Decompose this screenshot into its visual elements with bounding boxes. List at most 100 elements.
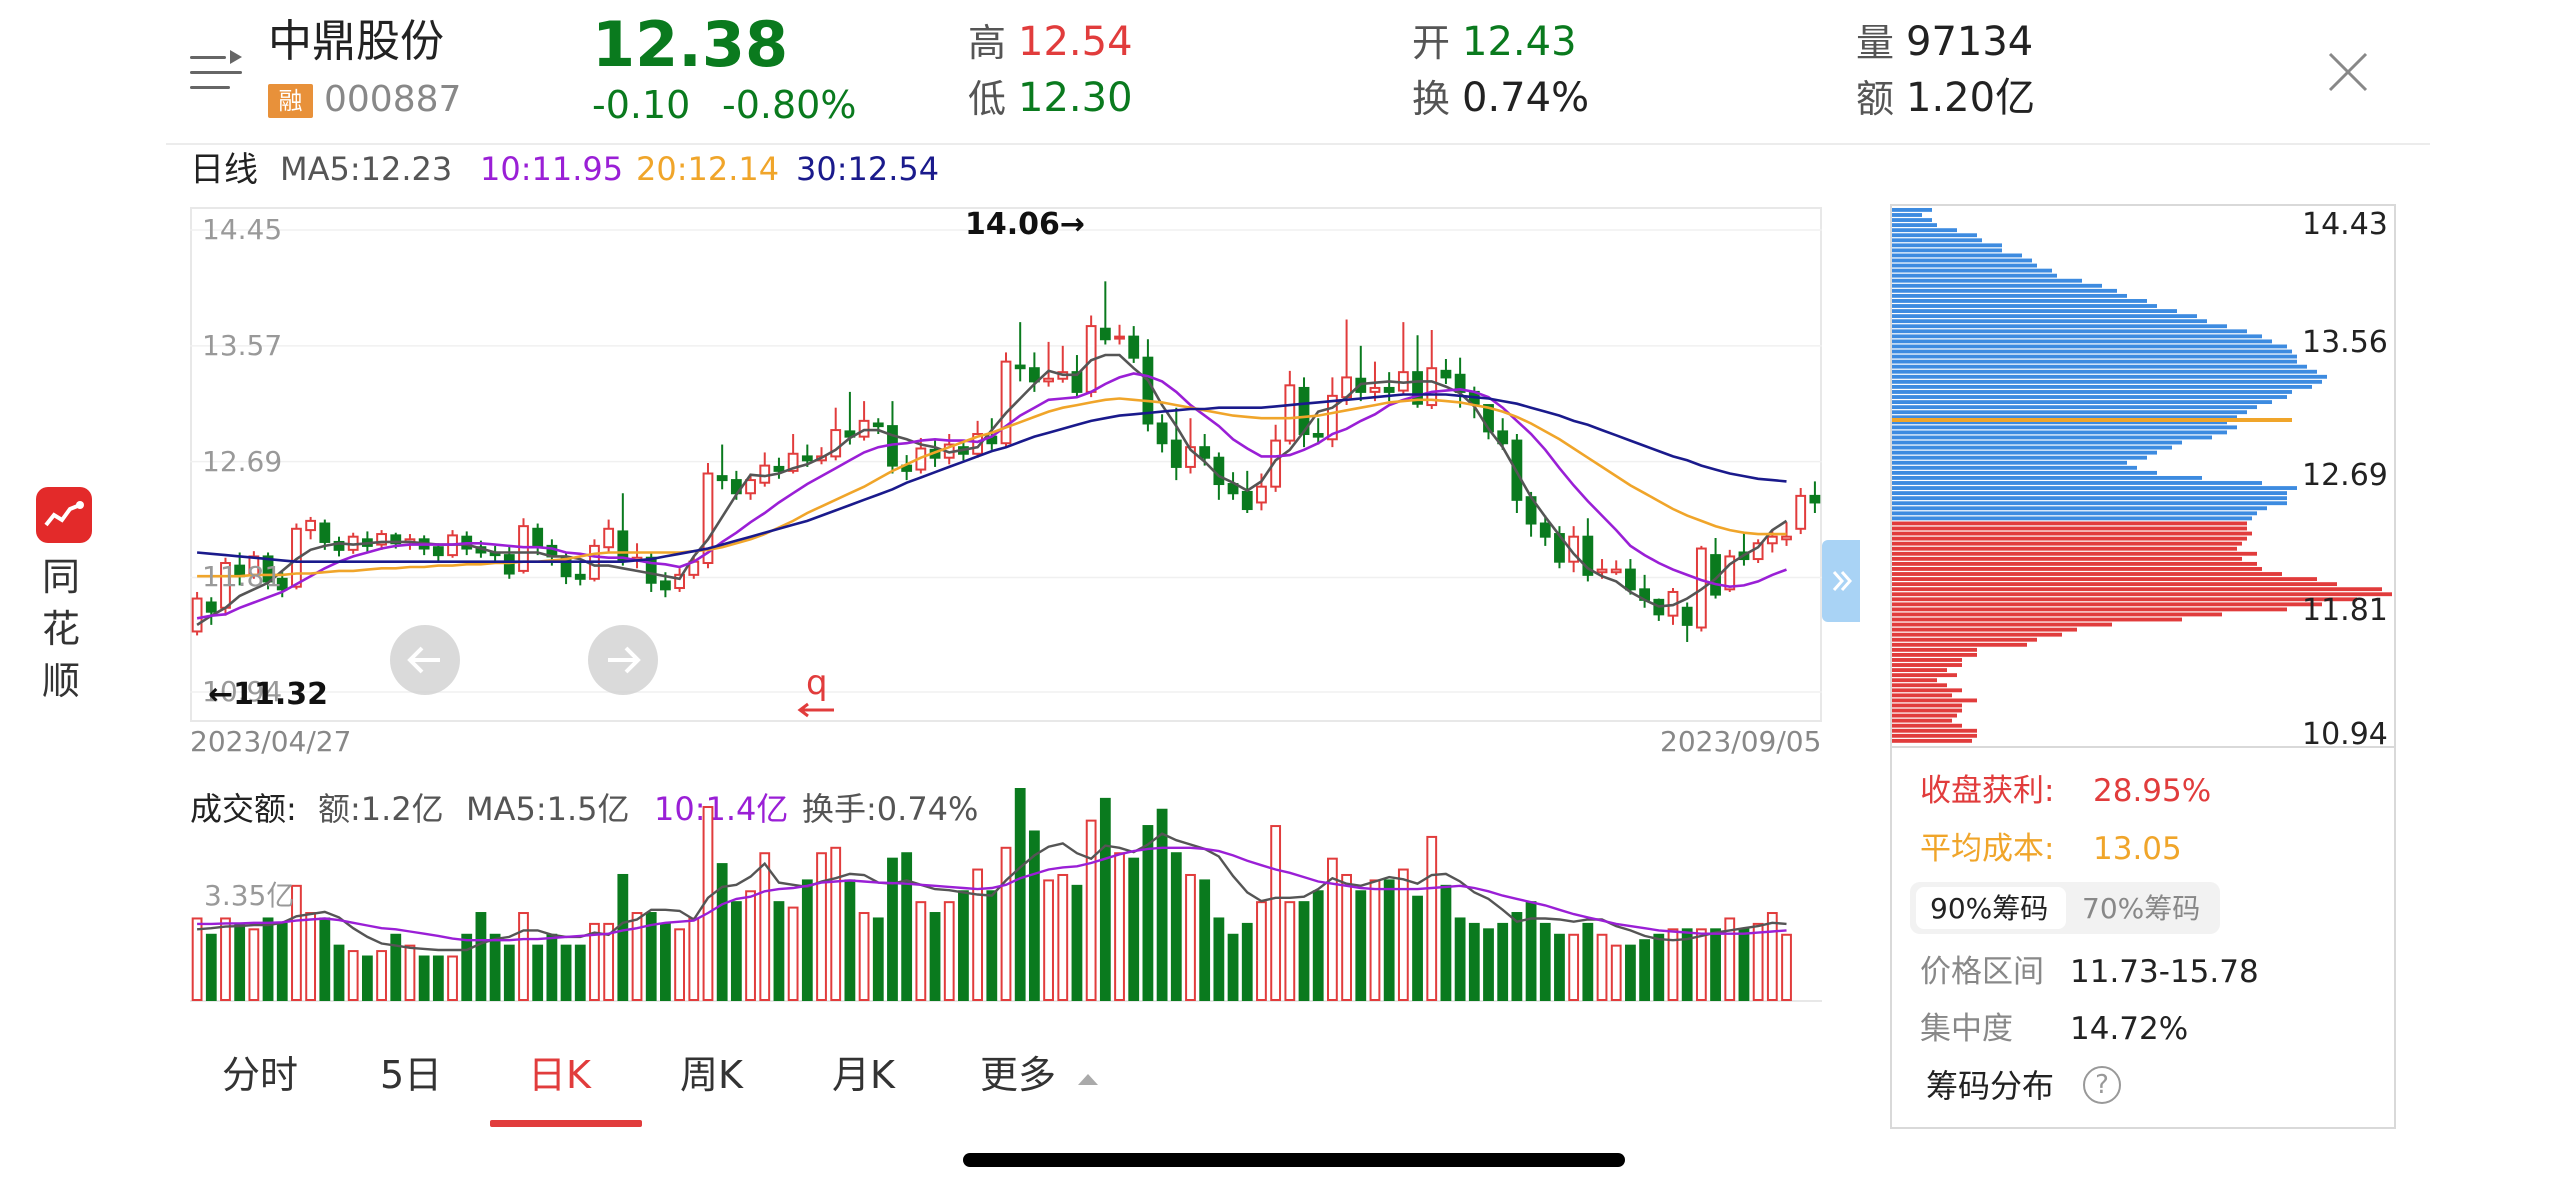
candle-body [1766,535,1778,545]
kline-chart[interactable] [190,207,1822,722]
volume-bar [1284,901,1296,1001]
menu-icon[interactable] [190,50,242,96]
candle-body [1028,367,1040,383]
chip-bar [1892,526,2247,531]
chip-bar [1892,556,2242,561]
chip-footer-label: 筹码分布 [1926,1067,2055,1105]
chip-bar [1892,329,2247,334]
chip-bar [1892,698,1977,703]
tab-4[interactable]: 月K [832,1053,895,1097]
chip-bar [1892,567,2262,571]
volume-bar [1468,922,1480,1001]
volume-bar [262,917,274,1001]
chip-bar [1892,213,1922,217]
chip-bar [1892,592,2392,597]
event-marker[interactable]: q [806,663,828,703]
chip-bar [1892,627,2077,632]
volume-bar [773,901,785,1001]
tab-1[interactable]: 5日 [380,1053,443,1097]
candle-body [702,472,714,565]
home-indicator[interactable] [963,1153,1625,1167]
candle-body [276,577,288,591]
volume-bar [1014,788,1026,1002]
app-name-char: 同 [42,555,81,599]
chip-bar [1892,349,2292,354]
volume-turnover: 换手:0.74% [802,790,979,828]
chart-frame [190,207,1822,722]
volume-bar [461,933,473,1001]
volume-bar [1596,933,1608,1001]
scroll-left-button[interactable] [390,625,460,695]
chip-bar [1892,703,1962,708]
expand-panel-button[interactable] [1822,540,1860,622]
volume-bar [1625,944,1636,1001]
volume-chart[interactable] [190,788,1822,1010]
chip-bar [1892,668,1947,673]
volume-bar [276,922,288,1001]
chip-bar [1892,617,2182,622]
volume-bar [532,944,544,1001]
tonghuashun-logo-icon[interactable] [36,487,92,543]
volume-bar [376,950,387,1001]
toggle-90-button[interactable]: 90%筹码 [1930,892,2049,925]
chip-bar [1892,440,2182,445]
chip-bar [1892,263,2037,268]
chip-bar [1892,597,2357,602]
chip-bar [1892,536,2247,541]
volume-bar [291,884,302,1001]
chip-bar [1892,486,2297,490]
price-tick-label: 14.45 [202,213,283,246]
chip-bar [1892,324,2227,329]
candle-body [1156,422,1168,445]
volume-bar [730,901,742,1001]
start-date: 2023/04/27 [190,725,352,758]
candle-body [1497,430,1509,445]
volume-bar [1312,890,1324,1001]
candle-body [333,540,345,551]
help-icon[interactable]: ? [2083,1066,2121,1104]
volume-bar [1681,928,1693,1001]
candle-body [191,597,203,633]
volume-bar [745,890,756,1001]
avg-cost-label: 平均成本: [1920,831,2055,867]
amount-value: 1.20亿 [1906,75,2036,121]
volume-bar [432,955,444,1001]
candle-body [574,573,586,580]
chip-bar [1892,476,2202,480]
chip-bar [1892,218,1932,222]
avg-cost-value: 13.05 [2093,831,2182,867]
volume-bar [1554,933,1565,1001]
volume-bar [674,928,685,1001]
toggle-70-button[interactable]: 70%筹码 [2082,892,2201,925]
chip-bar [1892,465,2137,470]
tab-3[interactable]: 周K [680,1053,743,1097]
high-value: 12.54 [1018,19,1133,65]
volume-bar [361,955,373,1001]
tab-2[interactable]: 日K [528,1053,591,1097]
high-label: 高 [968,21,1007,65]
close-icon[interactable] [2326,50,2370,94]
tab-0[interactable]: 分时 [222,1053,299,1097]
volume-bar [1412,895,1423,1001]
candle-body [1170,439,1182,468]
chip-bar [1892,233,1977,238]
chip-bar [1892,577,2317,581]
volume-bar [1213,917,1225,1001]
chip-bar [1892,708,1962,713]
chip-bar [1892,314,2197,319]
candle-body [1681,606,1693,626]
volume-bar [489,933,501,1001]
chip-distribution-chart[interactable] [1892,206,2394,746]
ma5-legend: MA5:12.23 [280,150,453,188]
chip-bar [1892,637,2037,642]
chip-bar [1892,693,1952,698]
header-divider [166,143,2430,145]
chip-bar [1892,293,2127,298]
chip-bar [1892,713,1957,718]
scroll-right-button[interactable] [588,625,658,695]
volume-bar [447,955,458,1001]
chip-bar [1892,319,2207,324]
chip-bar [1892,304,2157,308]
tab-5[interactable]: 更多 [980,1053,1057,1097]
candle-body [305,519,317,532]
